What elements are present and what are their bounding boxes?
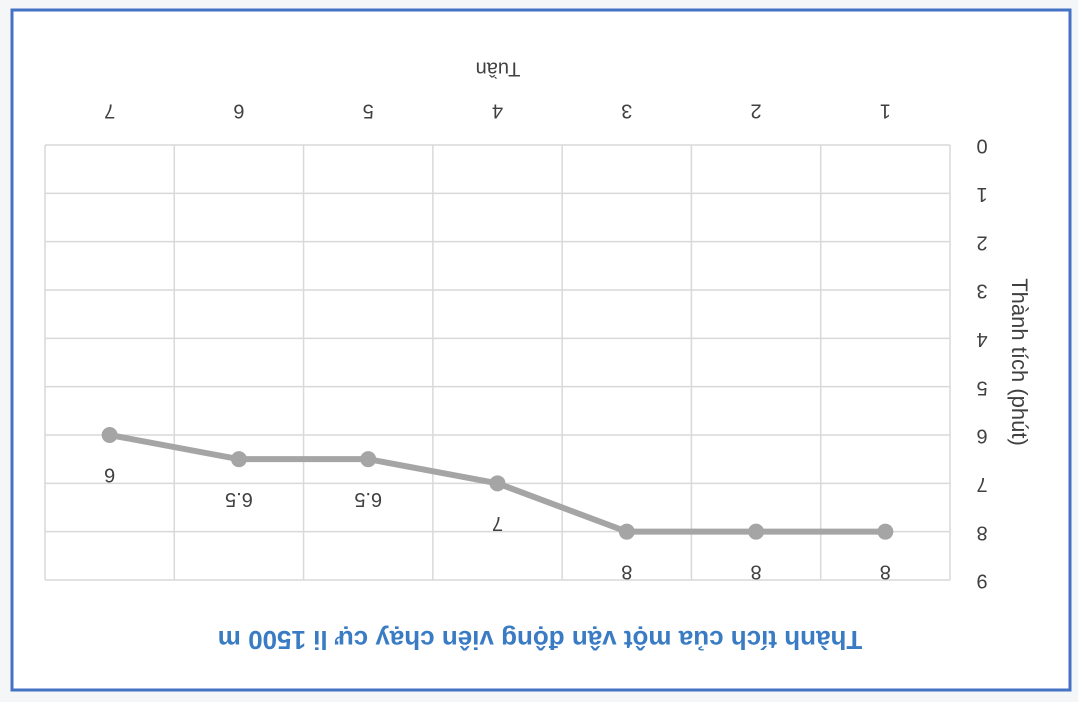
chart-title: Thành tích của một vận động viên chạy cự… — [218, 625, 862, 655]
y-tick-label: 5 — [976, 376, 987, 398]
y-axis-title: Thành tích (phút) — [1007, 278, 1032, 446]
y-tick-label: 9 — [976, 570, 987, 592]
data-point — [618, 523, 635, 540]
x-tick-label: 6 — [233, 100, 244, 122]
data-label: 6.5 — [354, 488, 382, 510]
data-point — [230, 451, 247, 468]
y-tick-label: 4 — [976, 328, 987, 350]
y-tick-label: 0 — [976, 135, 987, 157]
data-point — [748, 523, 765, 540]
data-label: 8 — [621, 560, 632, 582]
data-label: 7 — [492, 512, 503, 534]
chart-frame — [10, 8, 1072, 692]
chart-root: Thành tích của một vận động viên chạy cự… — [10, 8, 1072, 692]
x-tick-label: 7 — [104, 100, 115, 122]
x-tick-label: 3 — [621, 100, 632, 122]
data-point — [877, 523, 894, 540]
y-tick-label: 8 — [976, 521, 987, 543]
data-label: 6 — [104, 464, 115, 486]
y-tick-label: 2 — [976, 231, 987, 253]
x-tick-label: 1 — [880, 100, 891, 122]
data-point — [101, 427, 118, 443]
data-label: 8 — [880, 560, 891, 582]
y-tick-label: 6 — [976, 425, 987, 447]
y-tick-label: 3 — [976, 280, 987, 302]
data-label: 6.5 — [225, 488, 253, 510]
y-tick-label: 7 — [976, 473, 987, 495]
x-tick-label: 4 — [492, 100, 503, 122]
data-point — [360, 451, 377, 468]
data-point — [489, 475, 506, 492]
data-label: 8 — [751, 560, 762, 582]
x-tick-label: 2 — [751, 100, 762, 122]
x-axis-title: Tuần — [476, 58, 521, 80]
x-tick-label: 5 — [363, 100, 374, 122]
y-tick-label: 1 — [976, 183, 987, 205]
